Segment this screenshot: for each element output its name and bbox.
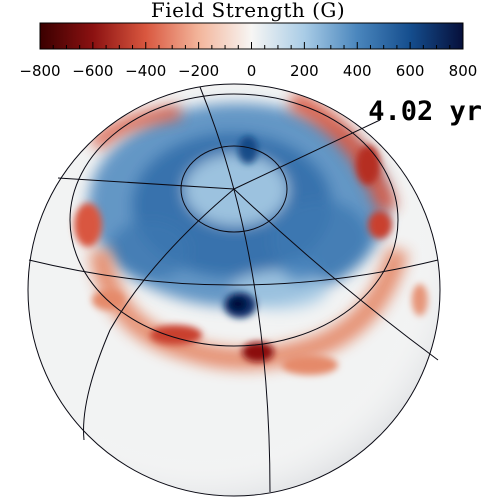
- sphere-limb: [27, 83, 441, 497]
- sphere-shading: [28, 84, 440, 496]
- colorbar-tick-label: 200: [290, 62, 319, 80]
- colorbar: [39, 22, 464, 50]
- colorbar-title: Field Strength (G): [150, 0, 346, 22]
- colorbar-ticks: [39, 42, 464, 49]
- colorbar-tick-label: −600: [72, 62, 114, 80]
- meridian-left: [83, 188, 235, 441]
- colorbar-tick-label: −400: [125, 62, 167, 80]
- colorbar-tick-label: −800: [19, 62, 61, 80]
- colorbar-tick-label: 0: [246, 62, 257, 80]
- meridian-back-left: [57, 177, 235, 190]
- colorbar-tick-label: 800: [448, 62, 478, 80]
- meridian-front: [199, 86, 271, 493]
- colorbar-tick-label: −200: [178, 62, 220, 80]
- colorbar-tick-label: 600: [395, 62, 425, 80]
- latitude-circle-equatorial: [28, 259, 439, 286]
- meridian-back-right: [233, 119, 381, 190]
- latitude-circle-polar: [180, 145, 288, 233]
- meridian-right: [233, 188, 439, 361]
- colorbar-tick-label: 400: [342, 62, 372, 80]
- graticule: [27, 83, 441, 497]
- time-label: 4.02 yr: [368, 96, 482, 127]
- latitude-circle-mid: [69, 93, 399, 347]
